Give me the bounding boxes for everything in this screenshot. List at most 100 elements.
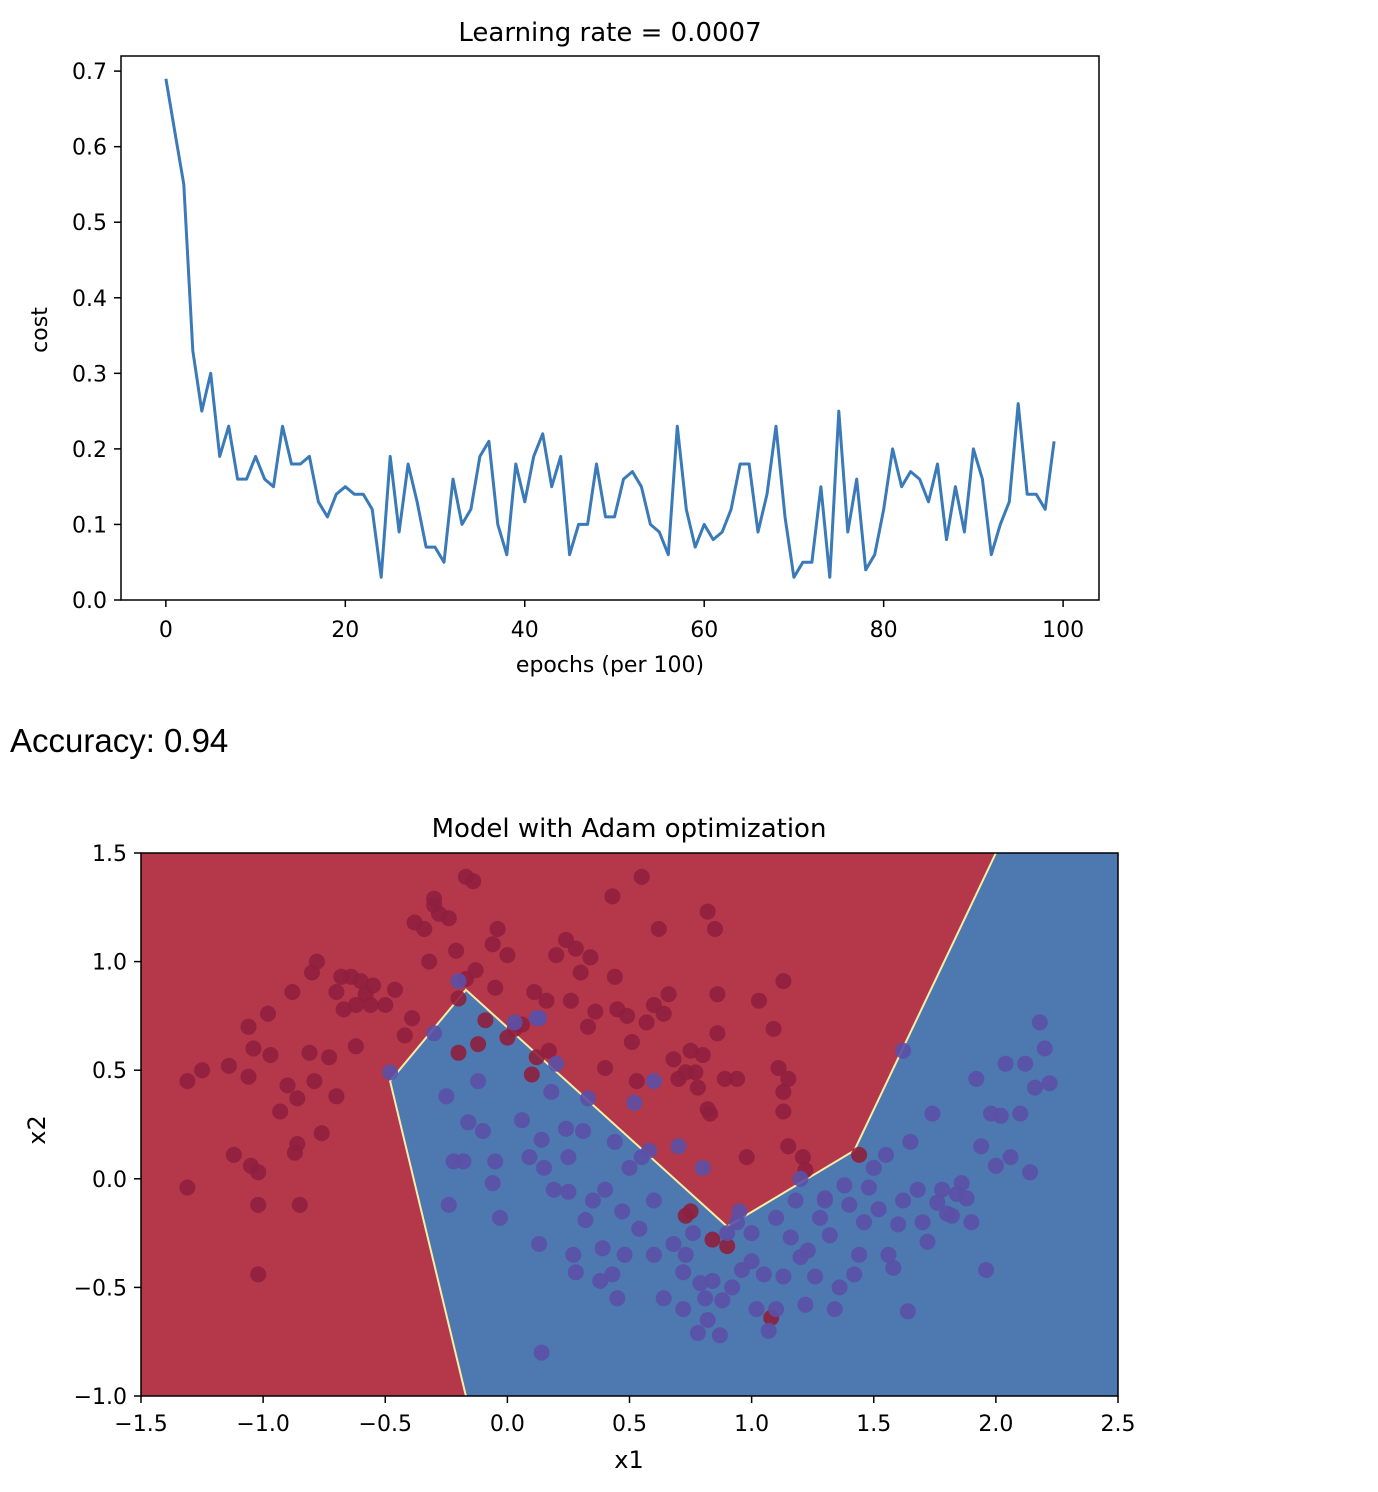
scatter-point-class1	[474, 1123, 491, 1139]
boundary-chart-ylabel: x2	[23, 1115, 51, 1144]
cost-y-tick-label: 0.5	[72, 211, 107, 236]
scatter-point-class1	[978, 1262, 995, 1278]
boundary-x-tick-label: 2.0	[978, 1412, 1013, 1437]
scatter-point-class0	[404, 1010, 421, 1027]
accuracy-output: Accuracy: 0.94	[10, 722, 229, 759]
scatter-point-class0	[328, 1088, 345, 1105]
scatter-point-class0	[548, 947, 565, 964]
scatter-point-class0	[179, 1073, 196, 1090]
scatter-point-class0	[582, 949, 599, 966]
scatter-point-class1	[1036, 1040, 1053, 1057]
boundary-y-tick-label: 0.0	[92, 1168, 127, 1193]
scatter-point-class1	[826, 1301, 843, 1318]
cost-x-tick-label: 80	[870, 618, 898, 643]
scatter-point-class0	[250, 1196, 267, 1213]
scatter-point-class1	[533, 1344, 550, 1361]
scatter-point-class0	[347, 997, 364, 1013]
scatter-point-class0	[770, 1060, 787, 1076]
cost-chart-title: Learning rate = 0.0007	[458, 18, 761, 48]
scatter-point-class0	[328, 984, 345, 1000]
scatter-point-class0	[450, 1044, 467, 1061]
scatter-point-class0	[775, 1083, 792, 1100]
scatter-point-class0	[597, 1060, 614, 1076]
scatter-point-class0	[225, 1146, 242, 1163]
scatter-point-class0	[450, 990, 467, 1007]
scatter-point-class1	[1031, 1014, 1048, 1031]
boundary-chart-xlabel: x1	[614, 1446, 643, 1474]
scatter-point-class1	[426, 1025, 443, 1042]
cost-chart-y-ticks: 0.0 0.1 0.2 0.3 0.4 0.5 0.6 0.7	[72, 60, 121, 614]
scatter-point-class0	[572, 964, 589, 981]
scatter-point-class1	[631, 1220, 648, 1237]
scatter-point-class0	[665, 1051, 682, 1068]
scatter-point-class0	[365, 977, 381, 994]
scatter-point-class1	[536, 1159, 552, 1176]
scatter-point-class1	[831, 1279, 848, 1296]
scatter-point-class0	[362, 997, 379, 1013]
scatter-point-class1	[633, 1149, 650, 1166]
scatter-point-class0	[775, 973, 792, 990]
scatter-point-class0	[699, 903, 716, 920]
scatter-point-class0	[440, 910, 457, 927]
scatter-point-class1	[880, 1246, 897, 1263]
scatter-point-class1	[821, 1227, 838, 1244]
boundary-x-tick-label: 0.5	[612, 1412, 647, 1437]
scatter-point-class1	[558, 1120, 574, 1137]
scatter-point-class0	[780, 1138, 797, 1155]
scatter-point-class1	[675, 1301, 692, 1318]
scatter-point-class1	[597, 1181, 614, 1198]
cost-y-tick-label: 0.3	[72, 362, 107, 387]
scatter-point-class0	[347, 1038, 364, 1055]
scatter-point-class0	[682, 1203, 699, 1220]
scatter-point-class0	[306, 1073, 323, 1090]
scatter-point-class1	[560, 1183, 577, 1200]
scatter-point-class0	[289, 1090, 306, 1107]
scatter-point-class1	[987, 1157, 1004, 1174]
scatter-point-class1	[531, 1010, 548, 1027]
boundary-x-tick-label: 2.5	[1101, 1412, 1136, 1437]
scatter-point-class1	[567, 1264, 584, 1281]
scatter-point-class1	[455, 1153, 472, 1170]
scatter-point-class0	[313, 1125, 330, 1142]
cost-x-tick-label: 0	[159, 618, 173, 643]
cost-chart: Learning rate = 0.0007 0 20 40 60 80 100 0.00…	[28, 18, 1100, 678]
scatter-point-class1	[1022, 1164, 1039, 1181]
scatter-point-class1	[470, 1073, 487, 1090]
scatter-point-class0	[704, 1231, 721, 1248]
scatter-point-class1	[841, 1196, 858, 1213]
scatter-point-class1	[699, 1312, 716, 1328]
scatter-point-class0	[301, 1044, 318, 1061]
scatter-point-class0	[272, 1103, 289, 1120]
scatter-point-class0	[562, 992, 579, 1009]
cost-y-tick-label: 0.4	[72, 287, 107, 312]
scatter-point-class0	[220, 1057, 237, 1074]
scatter-point-class0	[716, 1070, 733, 1087]
scatter-point-class0	[465, 873, 482, 890]
scatter-point-class0	[538, 992, 555, 1009]
scatter-point-class0	[729, 1070, 745, 1087]
cost-chart-plot-area	[120, 55, 1100, 601]
scatter-point-class1	[797, 1296, 814, 1313]
scatter-point-class1	[924, 1105, 941, 1122]
scatter-point-class1	[958, 1190, 975, 1207]
scatter-point-class0	[289, 1136, 306, 1152]
scatter-point-class1	[719, 1225, 736, 1242]
scatter-point-class1	[594, 1240, 611, 1257]
scatter-point-class1	[626, 1094, 643, 1111]
scatter-point-class0	[540, 1042, 557, 1059]
scatter-point-class1	[689, 1325, 706, 1341]
scatter-point-class0	[623, 1034, 640, 1050]
scatter-point-class0	[523, 1066, 540, 1083]
scatter-point-class1	[677, 1246, 694, 1263]
scatter-point-class0	[487, 979, 504, 996]
boundary-y-tick-label: −0.5	[74, 1276, 127, 1301]
boundary-y-tick-label: 1.5	[92, 842, 127, 867]
scatter-point-class1	[697, 1290, 714, 1307]
scatter-point-class0	[660, 986, 677, 1003]
scatter-point-class1	[865, 1159, 882, 1176]
scatter-point-class0	[250, 1266, 267, 1283]
scatter-point-class1	[575, 1123, 592, 1139]
scatter-point-class1	[670, 1138, 687, 1155]
scatter-point-class0	[240, 1068, 257, 1085]
scatter-point-class0	[321, 1049, 338, 1066]
